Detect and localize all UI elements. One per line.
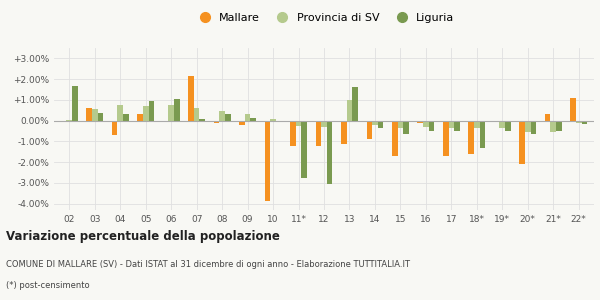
Bar (239, 121, 245, 125)
Bar (449, 121, 454, 128)
Bar (372, 121, 378, 125)
Bar (505, 121, 511, 131)
Bar (301, 121, 307, 178)
Bar (250, 118, 256, 121)
Bar (321, 121, 327, 127)
Bar (556, 121, 562, 131)
Bar (72, 86, 77, 121)
Bar (270, 118, 276, 121)
Bar (265, 121, 270, 201)
Bar (98, 113, 103, 121)
Bar (392, 121, 398, 156)
Bar (454, 121, 460, 131)
Bar (530, 121, 536, 134)
Bar (525, 121, 530, 132)
Bar (494, 121, 499, 122)
Bar (92, 109, 98, 121)
Bar (327, 121, 332, 184)
Bar (428, 121, 434, 131)
Bar (137, 115, 143, 121)
Bar (316, 121, 321, 146)
Bar (469, 121, 474, 154)
Bar (112, 121, 118, 135)
Bar (581, 121, 587, 124)
Bar (347, 100, 352, 121)
Text: COMUNE DI MALLARE (SV) - Dati ISTAT al 31 dicembre di ogni anno - Elaborazione T: COMUNE DI MALLARE (SV) - Dati ISTAT al 3… (6, 260, 410, 269)
Bar (118, 105, 123, 121)
Bar (443, 121, 449, 156)
Text: Variazione percentuale della popolazione: Variazione percentuale della popolazione (6, 230, 280, 243)
Bar (123, 115, 128, 121)
Bar (199, 118, 205, 121)
Bar (296, 121, 301, 126)
Bar (169, 105, 174, 121)
Bar (67, 120, 72, 121)
Bar (499, 121, 505, 128)
Legend: Mallare, Provincia di SV, Liguria: Mallare, Provincia di SV, Liguria (189, 8, 459, 27)
Bar (214, 121, 220, 123)
Bar (220, 111, 225, 121)
Bar (418, 121, 423, 123)
Bar (571, 98, 576, 121)
Bar (149, 101, 154, 121)
Bar (245, 115, 250, 121)
Bar (143, 106, 149, 121)
Bar (479, 121, 485, 148)
Bar (576, 121, 581, 123)
Bar (398, 121, 403, 128)
Bar (474, 121, 479, 128)
Bar (403, 121, 409, 134)
Bar (194, 108, 199, 121)
Bar (550, 121, 556, 132)
Bar (188, 76, 194, 121)
Bar (225, 115, 230, 121)
Bar (86, 108, 92, 121)
Bar (352, 88, 358, 121)
Text: (*) post-censimento: (*) post-censimento (6, 281, 89, 290)
Bar (545, 115, 550, 121)
Bar (423, 121, 428, 127)
Bar (174, 99, 179, 121)
Bar (290, 121, 296, 146)
Bar (378, 121, 383, 128)
Bar (520, 121, 525, 164)
Bar (163, 121, 169, 122)
Bar (341, 121, 347, 143)
Bar (367, 121, 372, 140)
